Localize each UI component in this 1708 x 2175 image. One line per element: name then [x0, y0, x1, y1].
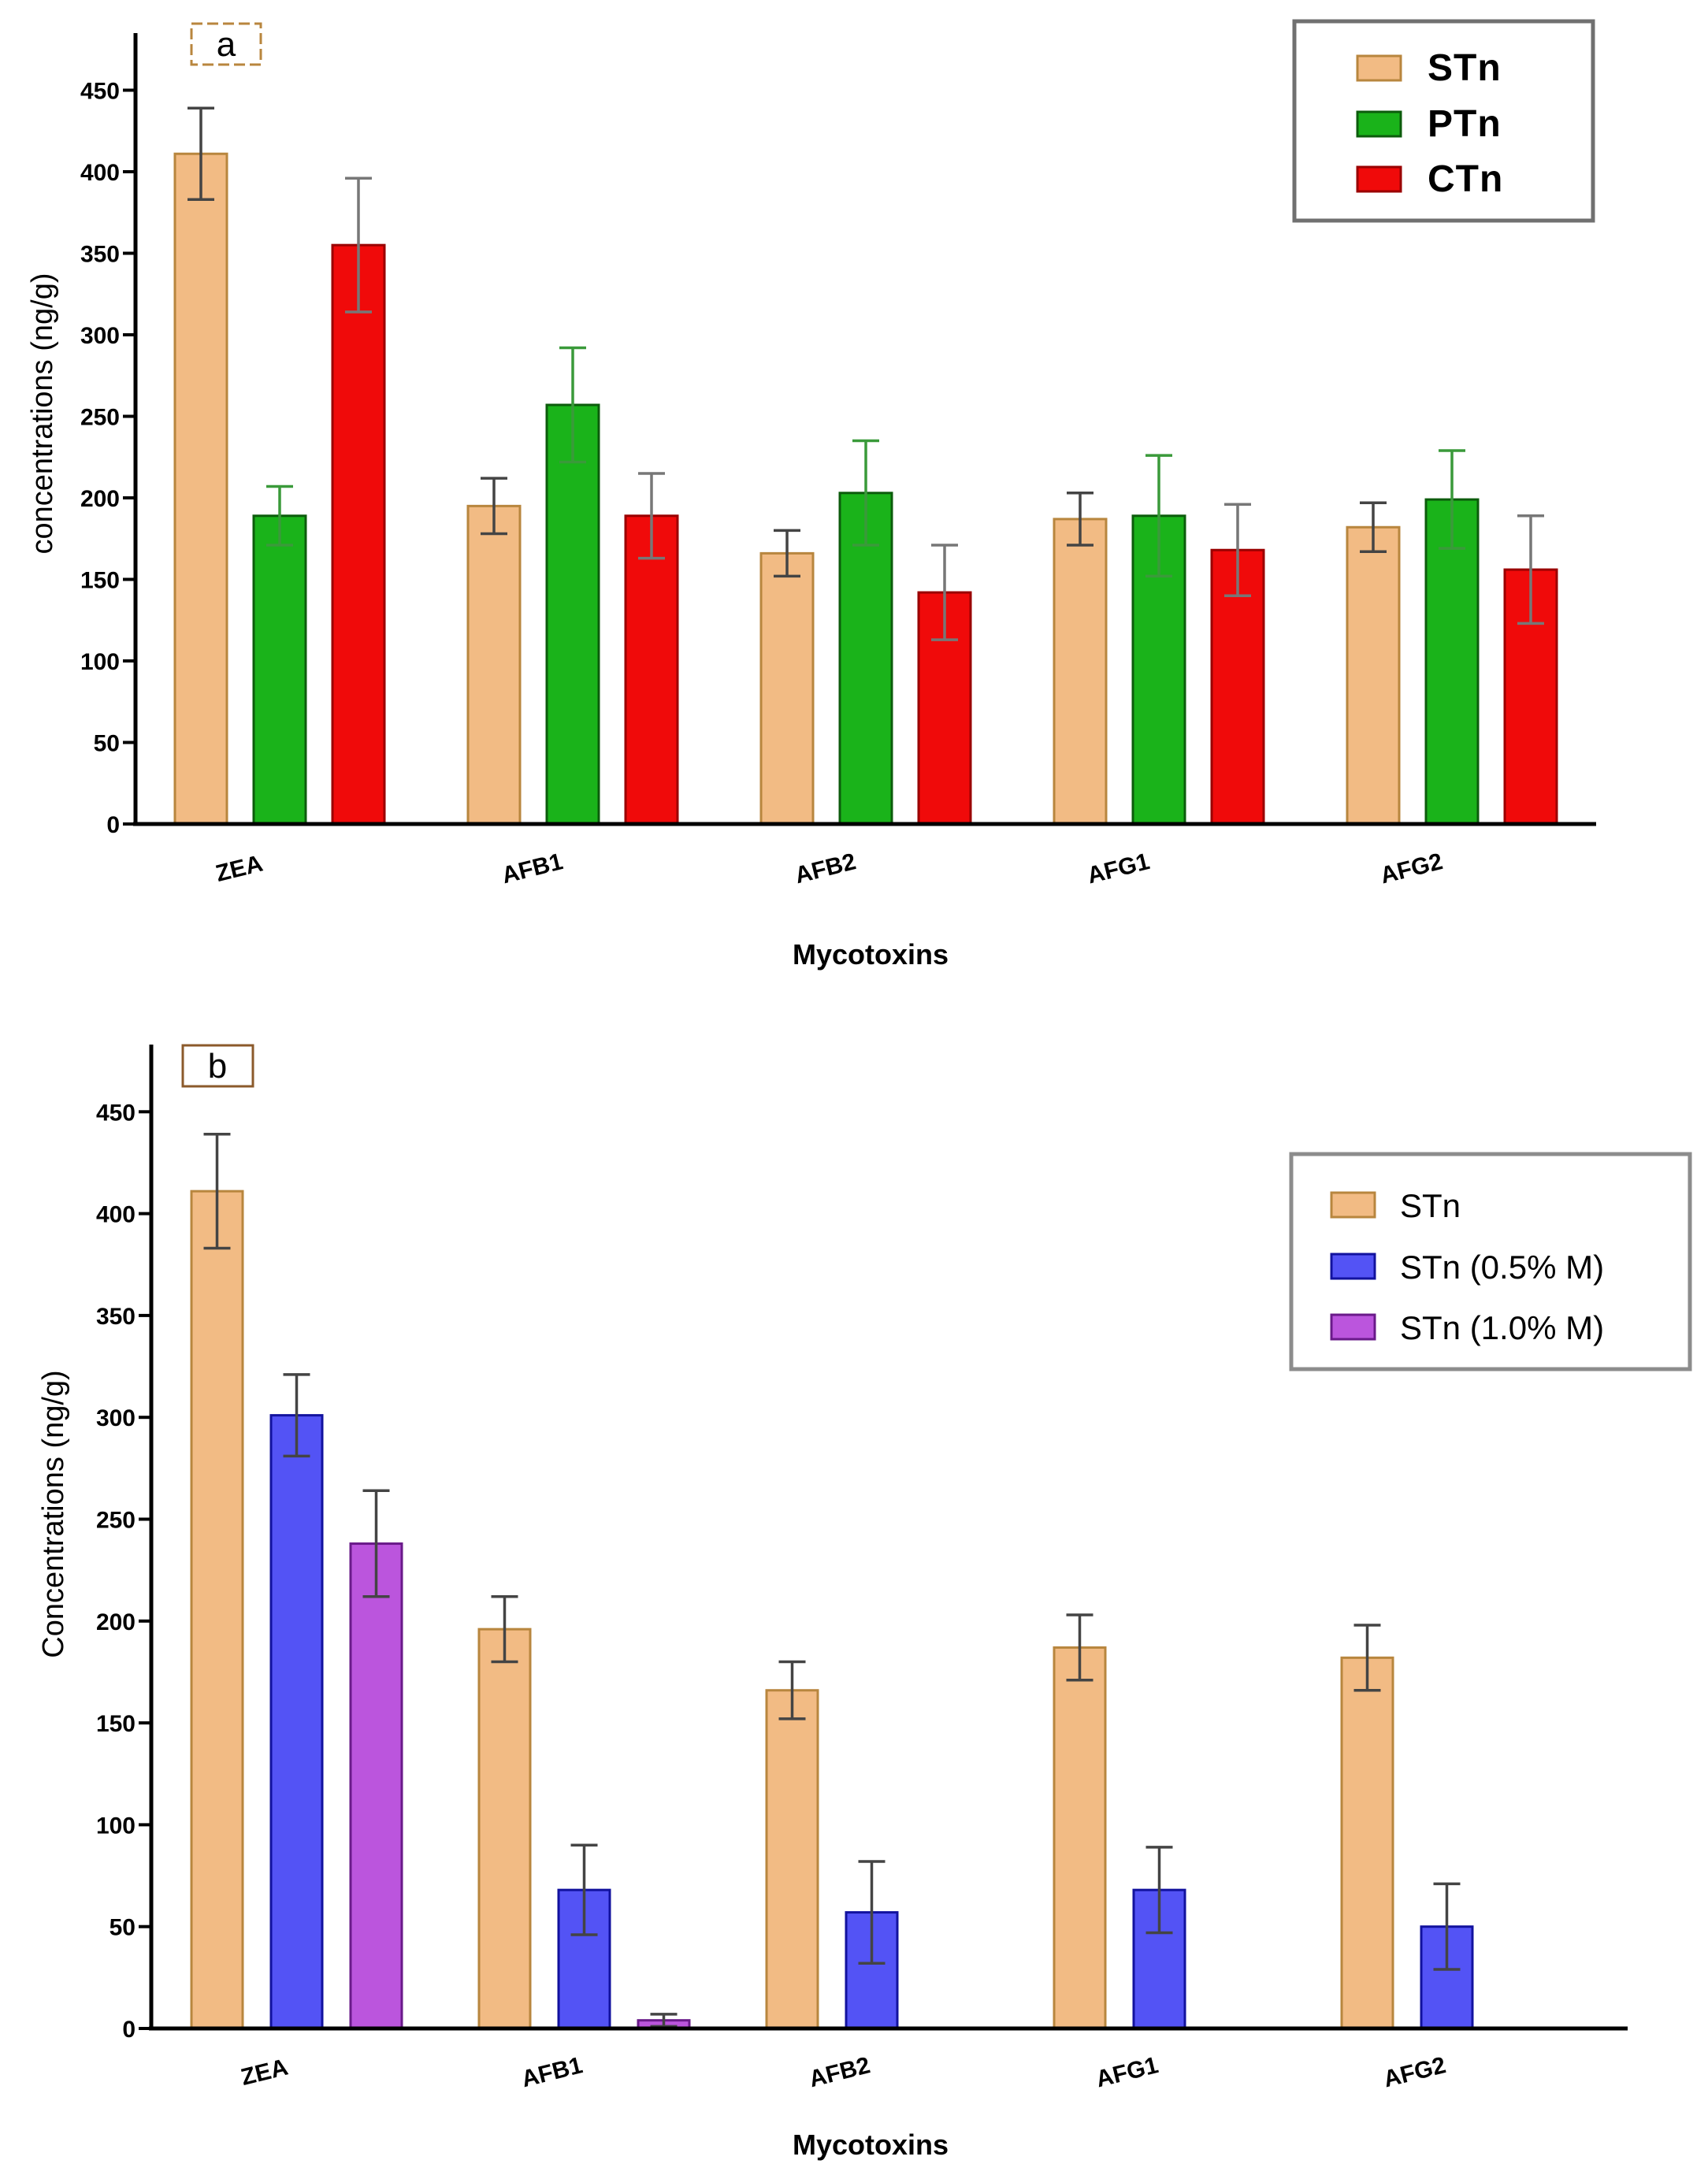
bar-b-stn-afg1 [1053, 1646, 1107, 2030]
error-bar-a-ptn-afg1 [1145, 454, 1172, 578]
error-bar-group-b [203, 1132, 1461, 2028]
legend-label-stn-b: STn [1400, 1187, 1461, 1224]
y-tick-label-b-400: 400 [96, 1202, 136, 1228]
error-bar-b-stn-1-0-m--afb1 [650, 2013, 678, 2028]
y-tick-label-b-450: 450 [96, 1100, 136, 1126]
y-tick-label-a-50: 50 [94, 731, 120, 757]
bar-a-ptn-afb1 [545, 403, 600, 826]
bar-b-stn-zea [190, 1190, 244, 2030]
bar-a-stn-afg2 [1346, 525, 1401, 826]
y-tick-label-a-450: 450 [80, 79, 120, 105]
legend-swatch-ctn-a [1356, 165, 1402, 193]
bar-b-stn-0-5-m--zea [269, 1414, 324, 2030]
error-bar-b-stn-zea [203, 1132, 231, 1250]
error-bar-b-stn-1-0-m--zea [362, 1489, 390, 1598]
error-bar-a-stn-afb1 [481, 477, 507, 536]
bar-a-ctn-zea [331, 243, 386, 826]
bar-group-a [173, 152, 1558, 826]
error-bar-a-ctn-afg2 [1517, 514, 1544, 625]
legend-label-ctn-a: CTn [1428, 158, 1503, 200]
y-tick-label-a-250: 250 [80, 405, 120, 431]
bar-a-ptn-afg2 [1424, 498, 1480, 826]
error-bar-b-stn-afg2 [1353, 1624, 1381, 1692]
y-tick-label-b-100: 100 [96, 1813, 136, 1839]
panel-label-box-a [190, 22, 262, 66]
error-bar-a-stn-afg2 [1360, 501, 1387, 554]
error-bar-b-stn-0-5-m--afb2 [858, 1860, 886, 1965]
y-tick-label-a-400: 400 [80, 160, 120, 186]
error-bar-a-ptn-afb2 [852, 439, 879, 547]
error-bar-b-stn-0-5-m--zea [283, 1373, 310, 1458]
bar-b-stn-afb1 [477, 1628, 532, 2030]
legend-swatch-ptn-a [1356, 110, 1402, 138]
legend-swatch-stn-10-b [1330, 1313, 1376, 1341]
legend-a: STn PTn CTn [1292, 19, 1595, 223]
bar-b-stn-afb2 [765, 1689, 819, 2030]
legend-label-stn-a: STn [1428, 47, 1502, 89]
y-tick-label-a-150: 150 [80, 568, 120, 594]
error-bar-b-stn-0-5-m--afg2 [1433, 1882, 1461, 1971]
y-tick-label-b-300: 300 [96, 1405, 136, 1431]
error-bar-group-a [188, 106, 1544, 641]
error-bar-a-ptn-afb1 [559, 346, 586, 464]
panel-label-b: b [208, 1047, 227, 1086]
error-bar-a-stn-zea [188, 106, 214, 201]
legend-swatch-stn-b [1330, 1191, 1376, 1219]
bar-a-stn-afg1 [1053, 518, 1108, 826]
error-bar-a-ctn-zea [345, 176, 372, 314]
bar-a-ctn-afb1 [624, 514, 679, 826]
y-tick-label-a-200: 200 [80, 486, 120, 512]
legend-label-stn-10-b: STn (1.0% M) [1400, 1309, 1604, 1346]
error-bar-a-stn-afg1 [1067, 492, 1093, 547]
legend-b: STn STn (0.5% M) STn (1.0% M) [1289, 1152, 1692, 1371]
y-ticks-a: 0 50 100 150 200 250 300 350 400 450 [80, 79, 136, 838]
bar-b-stn-1-0-m--zea [349, 1542, 403, 2030]
y-tick-label-a-100: 100 [80, 649, 120, 675]
error-bar-a-stn-afb2 [774, 529, 800, 578]
error-bar-a-ctn-afb2 [931, 544, 958, 641]
error-bar-a-ctn-afg1 [1224, 503, 1251, 597]
y-tick-label-b-150: 150 [96, 1711, 136, 1737]
error-bar-b-stn-afb2 [778, 1660, 806, 1720]
y-tick-label-b-50: 50 [110, 1915, 136, 1941]
legend-box-a [1292, 19, 1595, 223]
error-bar-b-stn-afb1 [491, 1595, 518, 1664]
y-tick-label-b-350: 350 [96, 1304, 136, 1330]
legend-swatch-stn-a [1356, 54, 1402, 82]
x-axis-label-b: Mycotoxins [793, 2129, 949, 2161]
bar-b-stn-afg2 [1340, 1656, 1394, 2030]
y-ticks-b: 0 50 100 150 200 250 300 350 400 450 [96, 1100, 151, 2043]
error-bar-a-ptn-afg2 [1439, 449, 1465, 550]
error-bar-a-ptn-zea [266, 484, 293, 547]
y-axis-label-a: concentrations (ng/g) [26, 273, 59, 555]
legend-label-stn-05-b: STn (0.5% M) [1400, 1249, 1604, 1286]
legend-label-ptn-a: PTn [1428, 103, 1502, 145]
y-tick-label-b-0: 0 [122, 2017, 136, 2043]
y-tick-label-a-350: 350 [80, 242, 120, 268]
panel-label-box-b [181, 1044, 254, 1088]
bar-a-stn-zea [173, 152, 228, 826]
y-tick-label-b-200: 200 [96, 1609, 136, 1635]
y-tick-label-a-0: 0 [106, 812, 120, 838]
bar-a-ptn-afb2 [838, 492, 893, 826]
error-bar-b-stn-0-5-m--afb1 [570, 1843, 598, 1936]
y-tick-label-b-250: 250 [96, 1508, 136, 1534]
legend-swatch-stn-05-b [1330, 1253, 1376, 1280]
bar-a-stn-afb2 [759, 551, 815, 826]
bar-a-ptn-zea [252, 514, 307, 826]
y-axis-label-b: Concentrations (ng/g) [37, 1370, 70, 1657]
y-tick-label-a-300: 300 [80, 323, 120, 349]
x-axis-label-a: Mycotoxins [793, 938, 949, 971]
panel-label-a: a [217, 25, 236, 64]
error-bar-a-ctn-afb1 [638, 472, 665, 560]
bar-a-stn-afb1 [466, 504, 522, 826]
error-bar-b-stn-afg1 [1066, 1613, 1093, 1682]
error-bar-b-stn-0-5-m--afg1 [1145, 1846, 1173, 1935]
